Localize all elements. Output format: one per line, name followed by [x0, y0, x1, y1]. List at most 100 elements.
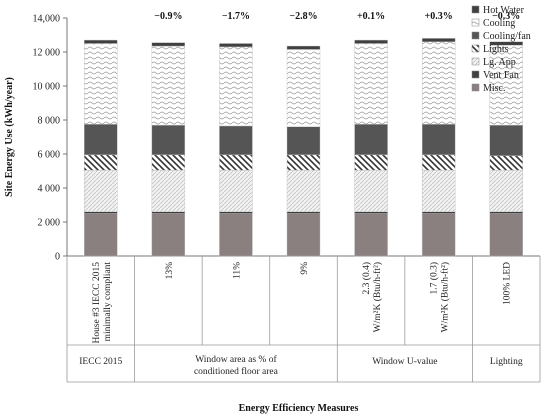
y-tick-label: 6 000 — [38, 150, 61, 161]
legend-label: Hot Water — [483, 5, 525, 16]
legend-label: Lg. App — [483, 57, 516, 68]
category-label: 2.3 (0.4) W/m²K (Btu/h-ft²) — [361, 262, 383, 332]
bar-segment-lg-app — [354, 169, 388, 212]
category-label-line: 1.7 (0.3) — [429, 262, 440, 294]
bar-segment-cooling-fan — [219, 125, 253, 156]
bar-segment-cooling-fan — [151, 124, 186, 156]
category-label-line: 2.3 (0.4) — [361, 262, 372, 294]
bar-segment-cooling — [219, 46, 253, 127]
y-tick-label: 8 000 — [38, 116, 61, 127]
group-label: IECC 2015 — [79, 357, 122, 367]
bar-segment-vent-fan — [84, 211, 118, 214]
bar-segment-lg-app — [151, 169, 186, 212]
bar-segment-misc- — [286, 213, 321, 257]
bar-segment-cooling — [84, 43, 118, 125]
legend-swatch — [471, 70, 480, 79]
bar-segment-vent-fan — [489, 211, 523, 214]
category-label-line: 13% — [165, 262, 175, 280]
bar-segment-cooling-fan — [286, 126, 321, 156]
group-label: Lighting — [490, 357, 523, 367]
category-label: House #3 IECC 2015 minimally compliant — [92, 262, 113, 344]
bar-segment-lights — [489, 155, 523, 171]
chart-axes: 0 2 000 4 000 6 000 8 000 10 000 12 000 14,000 — [33, 14, 541, 383]
legend-label: Cooling/fan — [483, 31, 531, 42]
category-label-line: 11% — [232, 262, 242, 279]
bar-segment-cooling-fan — [489, 124, 523, 156]
legend-label: Vent Fan — [483, 70, 519, 81]
bar-segment-lg-app — [84, 169, 118, 212]
bar-segment-vent-fan — [421, 211, 456, 214]
category-label: 11% — [232, 262, 242, 279]
bar-segment-cooling — [354, 43, 388, 125]
bar-segment-vent-fan — [219, 211, 253, 214]
group-label: Window area as % of — [195, 354, 277, 365]
legend-label: Misc. — [483, 83, 506, 94]
bar-segment-lights — [219, 154, 253, 171]
y-tick-label: 4 000 — [38, 184, 61, 195]
category-label-line: W/m²K (Btu/h-ft²) — [440, 262, 451, 332]
category-label-line: minimally compliant — [103, 262, 113, 342]
y-tick-label: 14,000 — [33, 14, 61, 25]
bar-segment-misc- — [84, 213, 118, 257]
category-label: 13% — [165, 262, 175, 280]
legend-swatch — [471, 5, 480, 14]
category-label: 100% LED — [503, 262, 513, 305]
percent-change-label: +0.3% — [425, 11, 453, 22]
bar-segment-cooling — [151, 45, 186, 126]
percent-change-label: −0.3% — [492, 11, 520, 22]
bar-segment-hot-water — [354, 39, 388, 44]
bar-segment-hot-water — [489, 41, 523, 46]
bar-segment-hot-water — [421, 38, 456, 43]
bar-segment-misc- — [489, 213, 523, 257]
bar-segment-cooling-fan — [84, 124, 118, 156]
bar-segment-lights — [151, 154, 186, 171]
bar-segment-vent-fan — [286, 211, 321, 214]
y-tick-label: 12 000 — [33, 48, 61, 59]
legend-swatch — [471, 44, 480, 53]
percent-change-label: −0.9% — [154, 11, 182, 22]
bar-segment-vent-fan — [354, 211, 388, 214]
percent-change-label: +0.1% — [357, 11, 385, 22]
bar-segment-misc- — [151, 213, 186, 257]
bar-segment-hot-water — [84, 39, 118, 44]
group-label: conditioned floor area — [194, 366, 279, 377]
bar-segment-cooling — [489, 45, 523, 126]
legend-swatch — [471, 18, 480, 27]
bar-segment-misc- — [354, 213, 388, 257]
legend-swatch — [471, 83, 480, 92]
bar-segment-cooling-fan — [354, 124, 388, 156]
y-tick-label: 10 000 — [33, 82, 61, 93]
bar-segment-hot-water — [286, 45, 321, 50]
bar-segment-lights — [286, 154, 321, 171]
bar-segment-lg-app — [219, 169, 253, 212]
legend-label: Lights — [483, 44, 509, 55]
percent-change-label: −2.8% — [289, 11, 317, 22]
legend-swatch — [471, 31, 480, 40]
y-tick-label: 2 000 — [38, 218, 61, 229]
category-label: 1.7 (0.3) W/m²K (Btu/h-ft²) — [429, 262, 451, 332]
category-label-line: W/m²K (Btu/h-ft²) — [372, 262, 383, 332]
group-labels: IECC 2015 Window area as % ofconditioned … — [79, 354, 523, 377]
bar-segment-vent-fan — [151, 211, 186, 214]
bar-segment-cooling-fan — [421, 124, 456, 156]
bar-segment-cooling — [286, 49, 321, 127]
category-label: 9% — [300, 262, 310, 275]
bar-segment-lights — [84, 154, 118, 171]
bar-segment-lg-app — [286, 169, 321, 212]
chart-legend: Hot Water Cooling Cooling/fan Lights Lg. App… — [471, 5, 531, 94]
y-tick-label: 0 — [55, 252, 60, 263]
bar-segment-lights — [354, 154, 388, 171]
bar-segment-misc- — [421, 213, 456, 257]
category-label-line: House #3 IECC 2015 — [92, 262, 102, 344]
bar-segment-misc- — [219, 213, 253, 257]
chart-bars — [84, 38, 523, 257]
category-label-line: 9% — [300, 262, 310, 275]
bar-segment-lg-app — [421, 169, 456, 212]
legend-swatch — [471, 57, 480, 66]
percent-change-label: −1.7% — [222, 11, 250, 22]
percent-change-labels: −0.9% −1.7% −2.8% +0.1% +0.3% −0.3% — [154, 11, 520, 22]
bar-segment-hot-water — [151, 42, 186, 47]
x-axis-title: Energy Efficiency Measures — [239, 403, 359, 414]
bar-segment-cooling — [421, 41, 456, 125]
